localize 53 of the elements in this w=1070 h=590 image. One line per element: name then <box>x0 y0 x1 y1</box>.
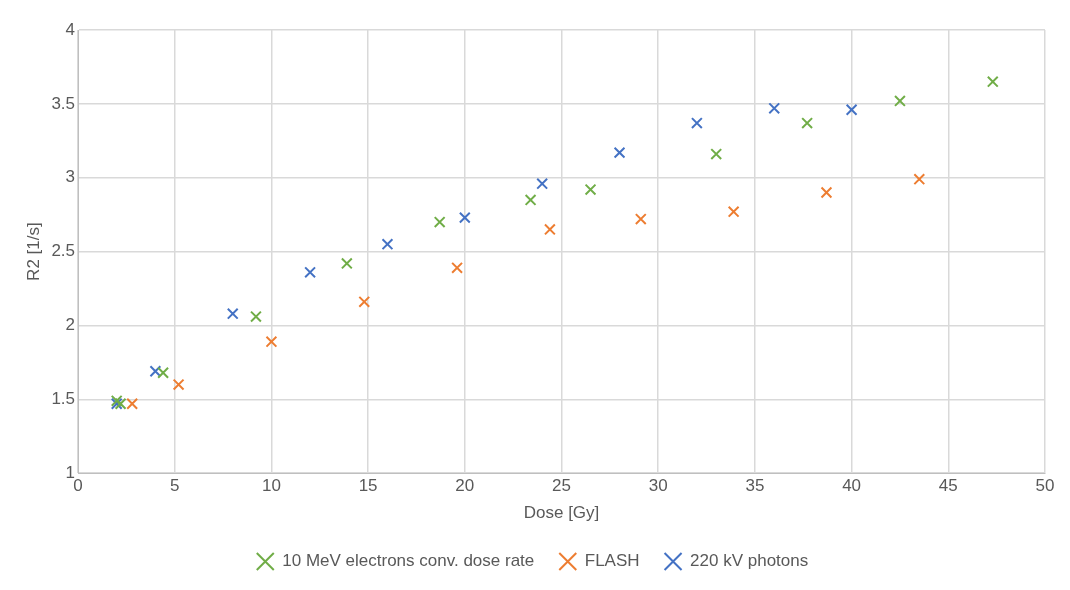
y-tick-label: 4 <box>65 19 76 39</box>
point <box>768 102 781 115</box>
point <box>801 117 814 130</box>
point <box>986 75 999 88</box>
point <box>820 186 833 199</box>
point <box>710 148 723 161</box>
x-tick-label: 35 <box>745 476 765 496</box>
y-tick-label: 1.5 <box>51 389 76 409</box>
point <box>114 397 127 410</box>
x-tick-label: 0 <box>73 476 83 496</box>
point <box>126 397 139 410</box>
point <box>536 177 549 190</box>
point <box>433 216 446 228</box>
y-tick-label: 2.5 <box>51 241 76 261</box>
x-tick-label: 45 <box>938 476 958 496</box>
x-tick-label: 15 <box>358 476 378 496</box>
point <box>458 211 471 224</box>
point <box>149 365 162 378</box>
y-axis-title: R2 [1/s] <box>23 222 43 281</box>
point <box>226 307 239 320</box>
point <box>265 335 278 348</box>
point <box>250 310 262 323</box>
x-tick-label: 5 <box>169 476 180 496</box>
y-tick-label: 3.5 <box>51 93 76 113</box>
x-tick-label: 30 <box>648 476 668 496</box>
point <box>690 117 703 130</box>
point <box>340 257 353 270</box>
point <box>634 213 647 226</box>
point <box>894 94 906 107</box>
point <box>584 183 597 196</box>
point <box>451 261 464 274</box>
point <box>845 103 858 116</box>
point <box>381 238 394 251</box>
x-tick-label: 20 <box>455 476 475 496</box>
legend-label: 10 MeV electrons conv. dose rate <box>282 551 535 571</box>
x-axis-title: Dose [Gy] <box>523 503 600 523</box>
point <box>172 378 185 391</box>
point <box>304 266 317 279</box>
x-tick-label: 40 <box>842 476 862 496</box>
y-tick-label: 3 <box>65 167 76 187</box>
point <box>543 223 556 236</box>
point <box>613 146 626 159</box>
point <box>157 366 170 379</box>
x-tick-label: 10 <box>261 476 281 496</box>
point <box>913 173 926 186</box>
point <box>727 205 740 218</box>
legend-label: 220 kV photons <box>690 551 809 571</box>
y-tick-label: 2 <box>65 315 76 335</box>
legend-label: FLASH <box>584 551 640 571</box>
point <box>524 193 537 206</box>
point <box>358 295 371 308</box>
x-tick-label: 50 <box>1035 476 1055 496</box>
x-tick-label: 25 <box>552 476 571 496</box>
